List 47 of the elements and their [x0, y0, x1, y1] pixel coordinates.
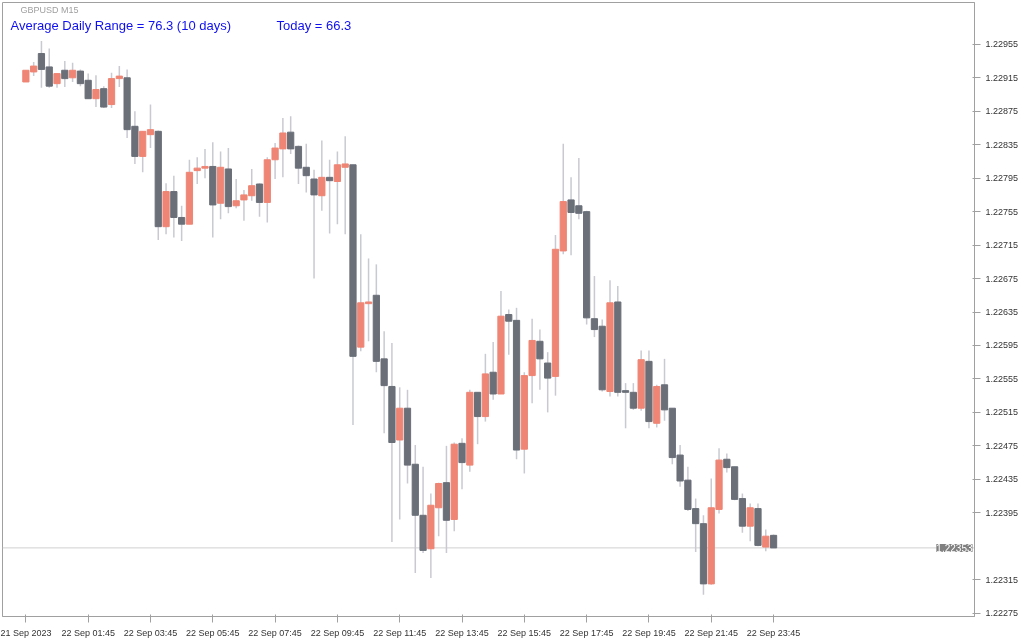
candlestick: [536, 328, 544, 391]
y-tick-label: 1.22915: [985, 72, 1019, 83]
x-tick-label: 21 Sep 2023: [0, 627, 52, 638]
x-tick-label: 22 Sep 09:45: [310, 627, 365, 638]
candlestick: [318, 139, 326, 212]
candlestick: [310, 169, 318, 280]
y-tick-label: 1.22875: [985, 106, 1019, 117]
x-tick-label: 22 Sep 11:45: [373, 627, 427, 638]
candlestick: [92, 74, 100, 108]
x-tick-label: 22 Sep 23:45: [746, 627, 801, 638]
chart-title: GBPUSD M15: [20, 4, 79, 15]
x-tick-label: 22 Sep 19:45: [622, 627, 676, 638]
y-tick-label: 1.22955: [985, 39, 1019, 50]
candlestick: [100, 85, 108, 109]
y-tick-label: 1.22595: [985, 340, 1019, 351]
y-tick-label: 1.22395: [985, 507, 1019, 518]
y-tick-label: 1.22435: [985, 474, 1019, 485]
y-tick-label: 1.22515: [985, 407, 1019, 418]
annotation: Today = 66.3: [276, 17, 352, 33]
y-tick-label: 1.22275: [985, 608, 1019, 619]
candlestick: [746, 502, 754, 542]
y-tick-label: 1.22835: [985, 139, 1019, 150]
x-tick-label: 22 Sep 13:45: [435, 627, 489, 638]
y-tick-label: 1.22635: [985, 307, 1019, 318]
y-tick-label: 1.22675: [985, 273, 1019, 284]
y-tick-label: 1.22315: [985, 574, 1019, 585]
candlestick: [61, 60, 69, 88]
x-tick-label: 22 Sep 15:45: [497, 627, 552, 638]
candlestick: [255, 182, 264, 218]
candlestick: [489, 341, 497, 401]
candlestick: [544, 351, 552, 414]
x-tick-label: 22 Sep 21:45: [684, 627, 739, 638]
candlestick: [68, 61, 77, 83]
candlestick: [458, 437, 466, 491]
ref-line-label: 1.22353: [936, 542, 973, 554]
annotation: Average Daily Range = 76.3 (10 days): [10, 17, 232, 33]
y-tick-label: 1.22555: [985, 373, 1019, 384]
x-tick-label: 22 Sep 17:45: [559, 627, 614, 638]
x-tick-label: 22 Sep 07:45: [248, 627, 302, 638]
y-tick-label: 1.22755: [985, 206, 1019, 217]
candlestick: [326, 159, 334, 235]
y-tick-label: 1.22475: [985, 440, 1019, 451]
x-tick-label: 22 Sep 05:45: [186, 627, 240, 638]
x-tick-label: 22 Sep 01:45: [61, 627, 115, 638]
x-tick-label: 22 Sep 03:45: [123, 627, 178, 638]
y-tick-label: 1.22795: [985, 173, 1019, 184]
y-tick-label: 1.22715: [985, 240, 1019, 251]
